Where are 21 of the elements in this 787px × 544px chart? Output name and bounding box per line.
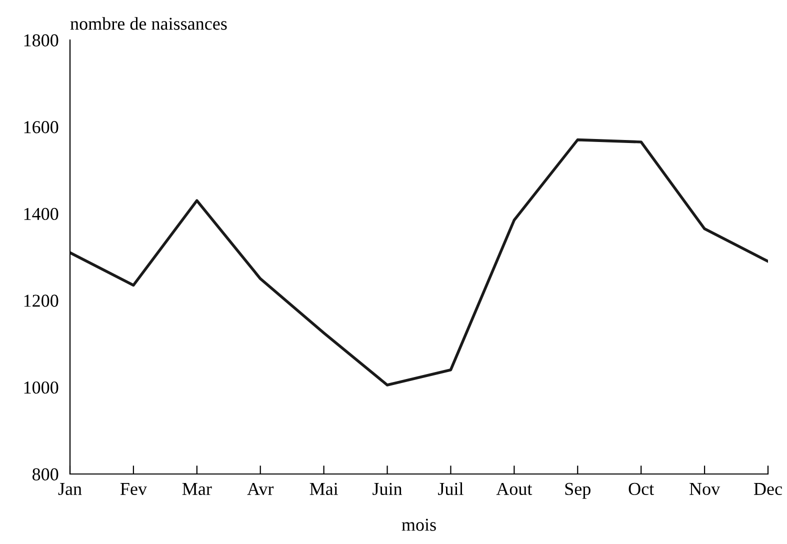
- y-tick-label: 1400: [24, 208, 58, 220]
- y-tick-label: 1600: [24, 121, 58, 134]
- x-tick-label: Mai: [310, 482, 338, 496]
- y-tick-label: 800: [32, 468, 58, 480]
- x-tick-label: Jan: [58, 483, 82, 496]
- x-axis-title: mois: [402, 518, 436, 531]
- x-tick-label: Sep: [565, 482, 590, 499]
- x-tick-label: Dec: [754, 483, 782, 496]
- x-tick-label: Mar: [182, 483, 212, 496]
- x-tick-label: Juin: [372, 482, 402, 496]
- x-tick-label: Nov: [690, 483, 720, 496]
- line-series: [70, 138, 768, 386]
- x-tick-label: Fev: [120, 483, 147, 496]
- x-tick-label: Oct: [628, 482, 654, 496]
- x-tick-label: Aout: [496, 482, 532, 496]
- x-tick-label: Juil: [438, 482, 464, 496]
- x-tick-label: Avr: [247, 482, 274, 496]
- y-tick-label: 1000: [24, 381, 58, 394]
- y-axis-title: nombre de naissances: [70, 17, 227, 30]
- y-tick-label: 1800: [24, 34, 58, 46]
- y-tick-label: 1200: [24, 294, 58, 307]
